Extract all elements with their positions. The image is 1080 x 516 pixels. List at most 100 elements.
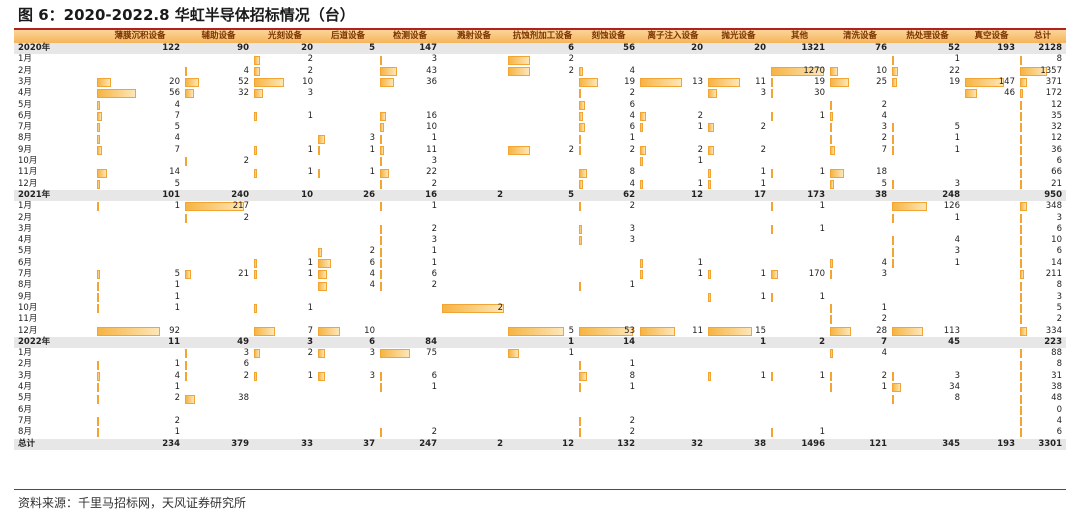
cell-value: 3 xyxy=(1056,212,1062,223)
data-bar xyxy=(185,66,187,76)
data-bar xyxy=(892,179,894,189)
data-bar xyxy=(708,89,717,99)
cell-value: 11 xyxy=(168,336,180,347)
cell-value: 0 xyxy=(1056,404,1062,415)
cell-value: 1 xyxy=(174,427,180,438)
cell-value: 2 xyxy=(307,65,313,76)
data-bar xyxy=(318,270,327,280)
data-bar xyxy=(830,123,833,133)
data-bar xyxy=(830,66,838,76)
data-bar xyxy=(830,112,834,121)
header-band xyxy=(14,30,1066,43)
cell-value: 1 xyxy=(307,370,313,381)
data-bar xyxy=(318,134,325,144)
cell-value: 38 xyxy=(754,438,766,449)
data-bar xyxy=(185,270,191,280)
data-bar xyxy=(380,281,382,291)
cell-value: 2 xyxy=(881,133,887,144)
cell-value: 2 xyxy=(629,144,635,155)
cell-value: 247 xyxy=(419,438,437,449)
cell-value: 1 xyxy=(431,246,437,257)
cell-value: 1 xyxy=(819,167,825,178)
cell-value: 10 xyxy=(876,65,887,76)
cell-value: 1 xyxy=(431,257,437,268)
cell-value: 1 xyxy=(174,382,180,392)
cell-value: 6 xyxy=(1056,156,1062,166)
cell-value: 1 xyxy=(760,336,766,347)
cell-value: 193 xyxy=(997,438,1015,449)
cell-value: 7 xyxy=(881,336,887,347)
row-label: 4月 xyxy=(18,235,32,246)
data-bar xyxy=(380,123,384,133)
data-bar xyxy=(892,247,894,257)
data-bar xyxy=(508,66,531,76)
data-bar xyxy=(97,89,136,99)
row-label: 7月 xyxy=(18,122,32,133)
row-label: 6月 xyxy=(18,110,32,121)
cell-value: 6 xyxy=(1056,223,1062,234)
data-bar xyxy=(185,394,196,404)
data-bar xyxy=(830,349,834,359)
data-bar xyxy=(771,225,773,234)
cell-value: 5 xyxy=(174,178,180,189)
data-bar xyxy=(892,326,924,336)
cell-value: 38 xyxy=(1051,382,1062,392)
data-bar xyxy=(1020,145,1022,155)
data-bar xyxy=(1020,281,1022,291)
data-bar xyxy=(1020,78,1028,88)
data-bar xyxy=(380,428,382,438)
column-header: 其他 xyxy=(790,31,808,41)
data-bar xyxy=(579,428,582,438)
data-bar xyxy=(771,371,773,381)
data-bar xyxy=(254,326,275,336)
cell-value: 6 xyxy=(1056,246,1062,257)
cell-value: 2 xyxy=(497,189,503,200)
cell-value: 2 xyxy=(497,438,503,449)
cell-value: 1321 xyxy=(801,43,825,53)
cell-value: 6 xyxy=(629,99,635,110)
data-bar xyxy=(579,66,584,76)
cell-value: 1 xyxy=(307,144,313,155)
data-bar xyxy=(318,258,332,268)
data-bar xyxy=(830,78,850,88)
data-bar xyxy=(380,66,397,76)
data-bar xyxy=(380,225,382,234)
data-bar xyxy=(579,145,582,155)
data-bar xyxy=(708,371,711,381)
data-bar xyxy=(254,270,257,280)
cell-value: 10 xyxy=(426,122,437,133)
cell-value: 6 xyxy=(568,43,574,53)
cell-value: 3 xyxy=(881,122,887,133)
cell-value: 26 xyxy=(363,189,375,200)
data-bar xyxy=(185,202,244,212)
data-bar xyxy=(254,55,260,65)
data-bar xyxy=(318,168,321,178)
data-bar xyxy=(97,78,111,88)
data-bar xyxy=(254,371,257,381)
data-bar xyxy=(1020,360,1022,370)
cell-value: 3 xyxy=(369,348,375,359)
cell-value: 3 xyxy=(629,235,635,246)
cell-value: 4 xyxy=(174,99,180,110)
data-bar xyxy=(1020,157,1022,167)
cell-value: 1496 xyxy=(801,438,825,449)
cell-value: 1 xyxy=(760,167,766,178)
data-bar xyxy=(185,213,187,223)
column-header: 离子注入设备 xyxy=(647,31,699,41)
data-bar xyxy=(442,304,504,314)
cell-value: 5 xyxy=(369,43,375,53)
data-bar xyxy=(830,145,836,155)
data-bar xyxy=(640,78,682,88)
data-bar xyxy=(892,134,894,144)
data-bar xyxy=(254,349,260,359)
cell-value: 10 xyxy=(301,189,313,200)
cell-value: 31 xyxy=(1051,370,1062,381)
cell-value: 1 xyxy=(431,201,437,212)
data-bar xyxy=(97,145,102,155)
data-bar xyxy=(892,78,898,88)
cell-value: 22 xyxy=(426,167,437,178)
data-bar xyxy=(1020,349,1022,359)
cell-value: 2 xyxy=(307,54,313,65)
cell-value: 88 xyxy=(1051,348,1062,359)
